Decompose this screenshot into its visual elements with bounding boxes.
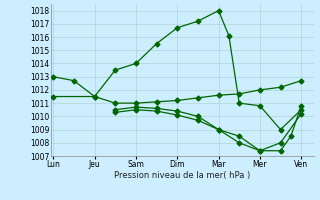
X-axis label: Pression niveau de la mer( hPa ): Pression niveau de la mer( hPa ) bbox=[114, 171, 251, 180]
